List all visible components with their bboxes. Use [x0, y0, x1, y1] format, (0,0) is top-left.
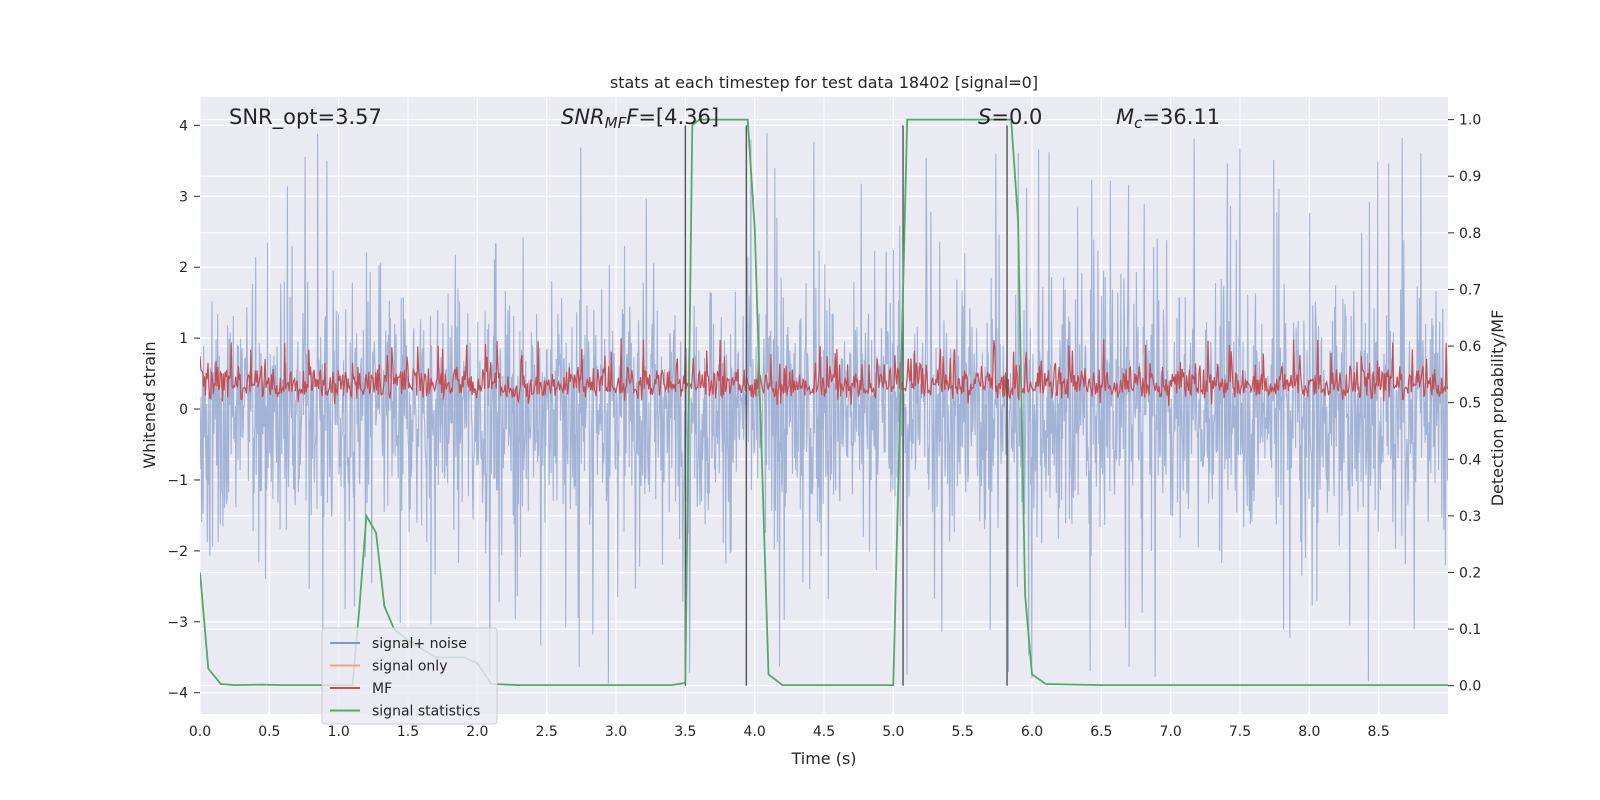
- x-tick-label: 7.0: [1160, 724, 1182, 740]
- mf-line: [200, 338, 1448, 406]
- y-right-tick-label: 0.8: [1459, 226, 1481, 242]
- y-axis-label: Whitened strain: [140, 341, 159, 468]
- x-tick-label: 1.5: [397, 724, 419, 740]
- legend-box: [321, 627, 498, 725]
- y-tick-label: −4: [167, 686, 188, 702]
- y-tick-label: 1: [179, 331, 188, 347]
- x-tick-label: 6.5: [1090, 724, 1112, 740]
- chart-title: stats at each timestep for test data 184…: [610, 73, 1038, 92]
- y-right-tick-label: 0.7: [1459, 282, 1481, 298]
- y-right-tick-label: 0.2: [1459, 565, 1481, 581]
- x-tick-label: 6.0: [1021, 724, 1043, 740]
- y-tick-label: −2: [167, 544, 188, 560]
- y-tick-label: −3: [167, 615, 188, 631]
- y-right-tick-label: 1.0: [1459, 113, 1481, 129]
- x-tick-label: 0.5: [258, 724, 280, 740]
- s-annotation: S=0.0: [978, 105, 1042, 129]
- x-tick-label: 5.5: [952, 724, 974, 740]
- y-axis-right: 1.0 0.9 0.8 0.7 0.6 0.5 0.4 0.3 0.2 0.1 0.0: [1448, 113, 1481, 695]
- mc-annotation: Mc=36.11: [1116, 105, 1220, 132]
- y-tick-label: 0: [179, 402, 188, 418]
- mf-series: [200, 338, 1448, 406]
- y-right-tick-label: 0.1: [1459, 622, 1481, 638]
- x-tick-label: 5.0: [882, 724, 904, 740]
- x-tick-label: 7.5: [1229, 724, 1251, 740]
- y-right-tick-label: 0.4: [1459, 452, 1481, 468]
- legend: signal+ noise signal only MF signal statist…: [321, 627, 498, 725]
- x-tick-label: 2.0: [466, 724, 488, 740]
- legend-label: signal statistics: [372, 704, 480, 720]
- y-tick-label: −1: [167, 473, 188, 489]
- legend-label: signal+ noise: [372, 636, 467, 652]
- legend-label: MF: [372, 681, 392, 697]
- x-tick-label: 3.5: [674, 724, 696, 740]
- x-tick-label: 1.0: [328, 724, 350, 740]
- x-tick-label: 0.0: [189, 724, 211, 740]
- x-tick-label: 2.5: [536, 724, 558, 740]
- x-axis: 0.0 0.5 1.0 1.5 2.0 2.5 3.0 3.5 4.0 4.5 5.0 5.5 6.0 6…: [189, 724, 1390, 740]
- y-tick-label: 3: [179, 189, 188, 205]
- y-right-tick-label: 0.0: [1459, 679, 1481, 695]
- vertical-lines: [684, 125, 1008, 686]
- y-right-tick-label: 0.5: [1459, 396, 1481, 412]
- y-axis-right-label: Detection probability/MF: [1488, 310, 1507, 507]
- y-right-tick-label: 0.3: [1459, 509, 1481, 525]
- x-tick-label: 3.0: [605, 724, 627, 740]
- x-axis-label: Time (s): [790, 749, 856, 768]
- snr-mf-annotation: SNRMFF=[4.36]: [561, 105, 719, 132]
- x-tick-label: 4.0: [744, 724, 766, 740]
- y-right-tick-label: 0.6: [1459, 339, 1481, 355]
- y-axis-left: 4 3 2 1 0 −1 −2 −3 −4: [167, 118, 200, 702]
- x-tick-label: 8.5: [1368, 724, 1390, 740]
- y-tick-label: 2: [179, 260, 188, 276]
- y-tick-label: 4: [179, 118, 188, 134]
- x-tick-label: 4.5: [813, 724, 835, 740]
- snr-opt-annotation: SNR_opt=3.57: [229, 105, 382, 130]
- legend-label: signal only: [372, 659, 447, 675]
- y-right-tick-label: 0.9: [1459, 169, 1481, 185]
- x-tick-label: 8.0: [1298, 724, 1320, 740]
